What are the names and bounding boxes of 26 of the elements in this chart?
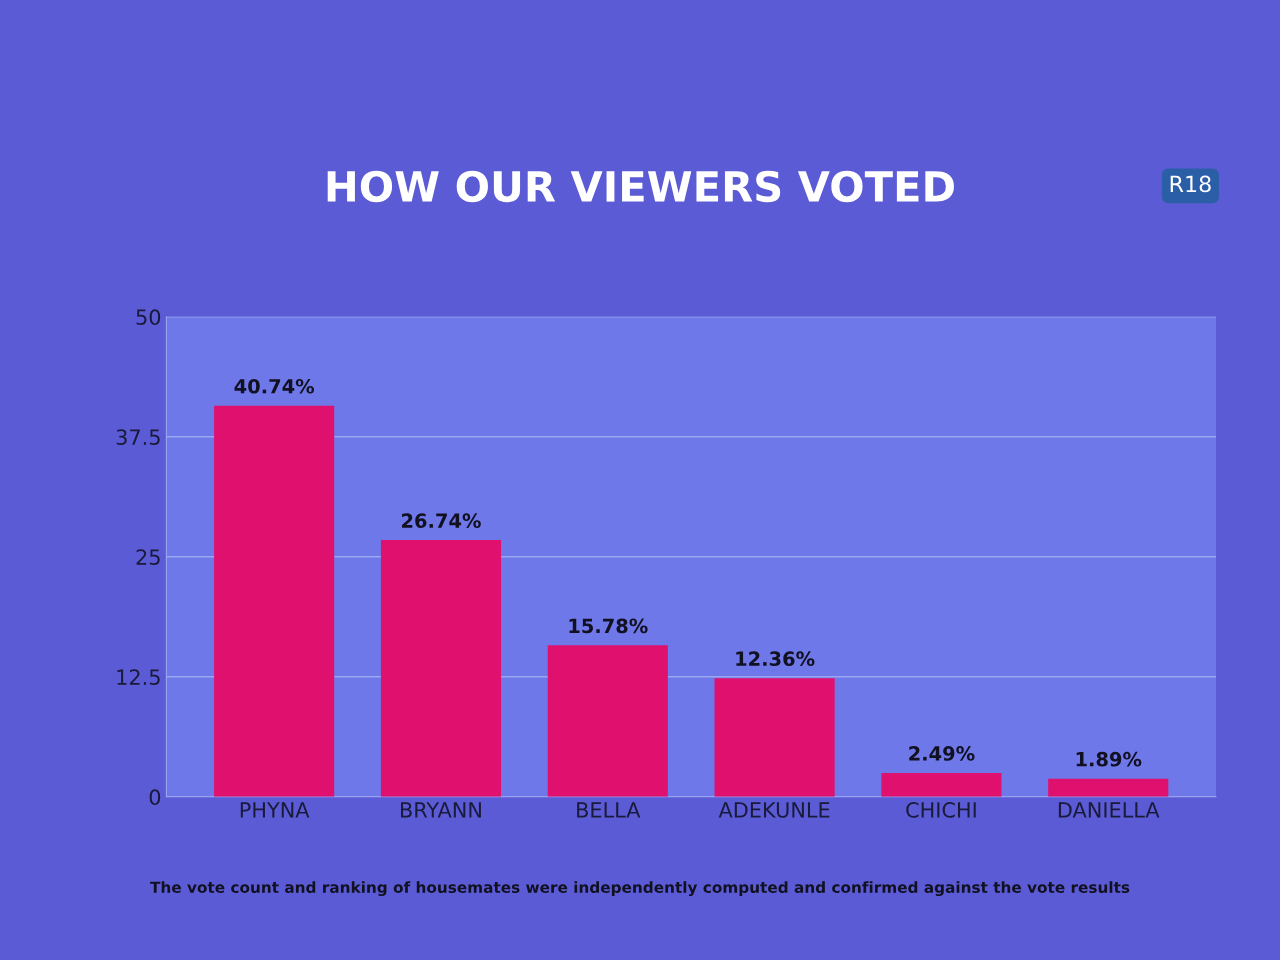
chart-title: HOW OUR VIEWERS VOTED <box>327 170 954 203</box>
bar <box>214 405 335 797</box>
data-label: 15.78% <box>569 618 648 634</box>
data-label: 2.49% <box>909 746 975 761</box>
x-tick-label: ADEKUNLE <box>718 802 830 818</box>
y-tick-label: 25 <box>136 549 160 566</box>
data-label: 12.36% <box>736 651 815 667</box>
data-label: 1.89% <box>1076 751 1142 767</box>
y-tick-label: 50 <box>136 309 161 326</box>
bar <box>714 678 835 797</box>
data-label: 40.74% <box>234 378 315 394</box>
x-tick-label: BRYANN <box>401 802 481 818</box>
text: The vote count and ranking of housemates were independently computed and confirmed against the vote results <box>150 881 1130 897</box>
y-tick-label: 12.5 <box>117 669 160 686</box>
x-tick-label: BELLA <box>577 802 641 818</box>
bar <box>380 540 502 797</box>
y-tick-label: 37.5 <box>116 429 160 446</box>
data-label: 26.74% <box>402 513 481 528</box>
bar <box>881 772 1002 797</box>
x-tick-label: CHICHI <box>906 802 976 818</box>
x-tick-label: DANIELLA <box>1058 802 1160 818</box>
text: R18 <box>1170 175 1211 193</box>
y-tick-label: 0 <box>149 789 161 806</box>
x-tick-label: PHYNA <box>240 802 310 818</box>
bar <box>1048 778 1169 797</box>
bar <box>547 645 668 797</box>
